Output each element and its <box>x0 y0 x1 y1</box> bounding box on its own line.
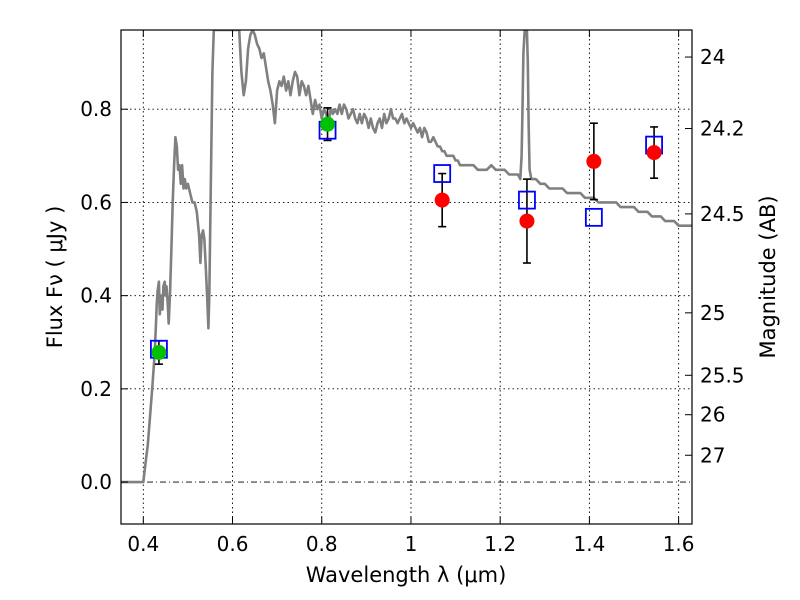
magnitude-tick-label: 24 <box>700 45 725 69</box>
x-tick-label: 1 <box>405 532 418 556</box>
y-axis-label-right: Magnitude (AB) <box>756 195 780 358</box>
model-flux-box <box>433 164 452 183</box>
green-data-point <box>320 116 336 132</box>
y-tick-label: 0.0 <box>80 470 112 494</box>
y-tick-label: 0.8 <box>80 97 112 121</box>
y-tick-label: 0.6 <box>80 190 112 214</box>
magnitude-tick-label: 24.2 <box>700 117 745 141</box>
x-tick-label: 0.4 <box>127 532 159 556</box>
magnitude-tick-label: 25 <box>700 301 725 325</box>
x-tick-label: 0.6 <box>217 532 249 556</box>
model-flux-box <box>518 190 536 210</box>
y-tick-label: 0.4 <box>80 284 112 308</box>
red-data-point <box>646 145 662 161</box>
magnitude-tick-label: 26 <box>700 403 725 427</box>
magnitude-tick-label: 24.5 <box>700 202 745 226</box>
magnitude-tick-label: 27 <box>700 443 725 467</box>
green-data-point <box>151 344 167 360</box>
model-spectrum-line <box>121 30 692 484</box>
x-tick-label: 1.2 <box>484 532 516 556</box>
plot-frame <box>120 29 693 525</box>
red-data-point <box>434 192 450 208</box>
red-data-point <box>519 213 535 229</box>
plot-area <box>121 30 692 484</box>
x-tick-label: 0.8 <box>306 532 338 556</box>
model-flux-box <box>584 207 603 227</box>
red-data-point <box>586 153 602 169</box>
y-tick-label: 0.2 <box>80 377 112 401</box>
x-tick-label: 1.4 <box>573 532 605 556</box>
x-axis-label: Wavelength λ (μm) <box>306 563 507 587</box>
x-tick-label: 1.6 <box>663 532 695 556</box>
y-axis-label-left: Flux Fν ( μJy ) <box>43 206 67 349</box>
axis-ticks: 0.4 0.6 0.8 1 1.2 1.4 1.6 0.0 0.2 0.4 0.6 0.8 24 24.2… <box>80 30 745 556</box>
magnitude-tick-label: 25.5 <box>700 363 745 387</box>
